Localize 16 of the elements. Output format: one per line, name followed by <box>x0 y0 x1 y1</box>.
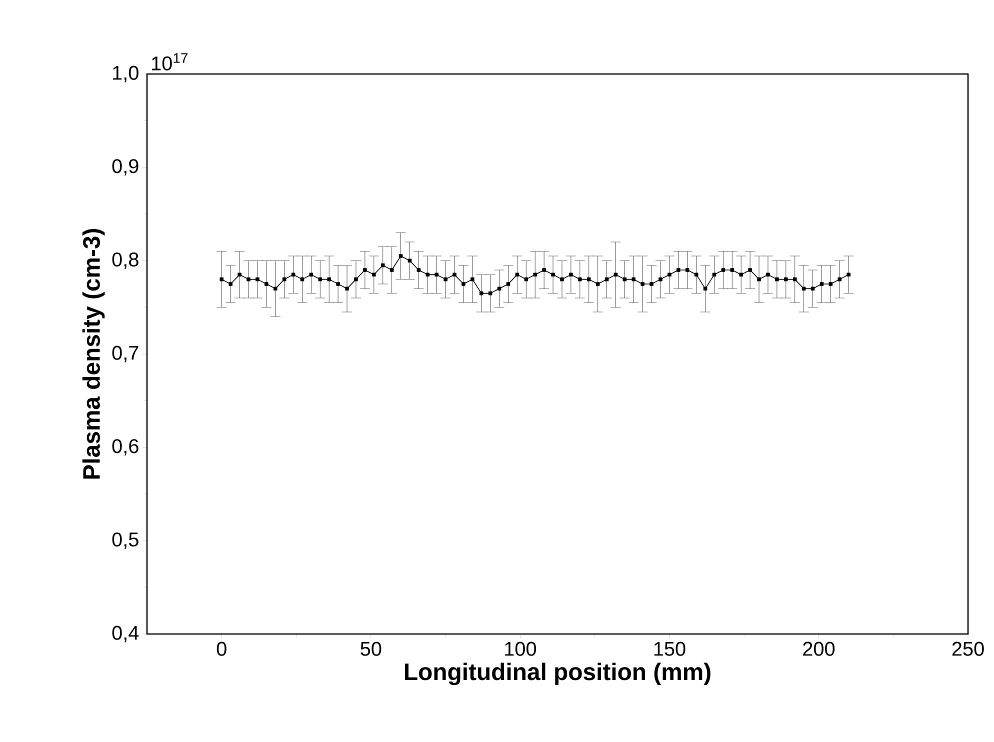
x-tick-label: 150 <box>654 642 686 656</box>
x-tick-label: 0 <box>216 642 226 656</box>
y-tick-label: 0,5 <box>112 532 138 549</box>
x-axis-title: Longitudinal position (mm) <box>405 662 710 686</box>
y-tick-label: 0,8 <box>112 252 138 269</box>
x-tick-label: 250 <box>952 642 984 656</box>
y-tick-label: 0,6 <box>112 439 138 456</box>
y-tick-label: 1,0 <box>113 66 138 82</box>
y-axis-title: Plasma density (cm-3) <box>82 228 105 479</box>
x-tick-label: 100 <box>505 642 536 656</box>
y-tick-label: 0,9 <box>112 159 138 176</box>
y-tick-label: 0,4 <box>112 626 139 642</box>
y-tick-label: 0,7 <box>112 346 138 362</box>
x-tick-label: 200 <box>803 642 835 656</box>
text: 10$^{17}$ <box>152 53 188 70</box>
x-tick-label: 50 <box>360 642 382 656</box>
